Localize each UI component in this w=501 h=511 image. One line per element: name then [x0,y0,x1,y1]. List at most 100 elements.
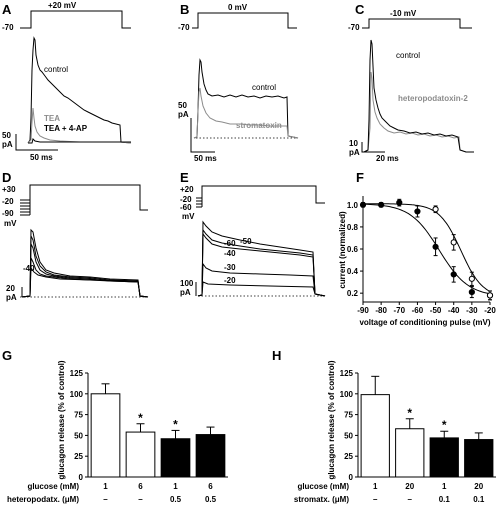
panel-e-letter: E [180,170,189,185]
panel-e: E +20 -20 -60 mV -60 -50 -40 -30 -20 100… [180,170,326,297]
panel-e-trace-label-50: -50 [240,237,252,246]
panel-d-trace-1 [21,228,149,298]
panel-f-point-filled [359,201,367,208]
panel-f-x-tick-label: -70 [394,306,406,315]
panel-a-label-tea-4ap: TEA + 4-AP [44,124,88,133]
panel-g-row-cell: 6 [138,482,143,491]
panel-g-row-cell: 1 [103,482,108,491]
panel-h-bar [395,428,425,478]
panel-e-hold-label-3: mV [182,212,195,221]
panel-h-bar [429,437,459,478]
panel-b-label-stromatoxin: stromatoxin [236,121,282,130]
panel-f-x-tick-label: -50 [430,306,442,315]
panel-a-scale-bar [15,134,58,151]
panel-f-point-filled [450,271,457,278]
panel-g-y-tick-label: 125 [70,369,84,378]
panel-f-point-open [468,275,475,282]
panel-d-letter: D [2,170,11,185]
panel-h-y-tick-label: 25 [344,452,353,461]
panel-g-bar [160,438,191,478]
panel-f-letter: F [356,170,364,185]
panel-g-bar [90,393,121,478]
panel-f-x-tick-label: -80 [375,306,387,315]
panel-h-row-cell: 1 [442,482,447,491]
panel-g-bar [195,434,226,478]
panel-e-trace-30 [197,262,326,297]
panel-e-trace-label-60: -60 [224,239,236,248]
panel-g-row-label: heteropodatx. (μM) [7,495,79,504]
panel-f-marks [359,198,494,301]
panel-e-trace-40 [197,232,326,297]
panel-a-label-control: control [44,65,68,74]
panel-f-y-tick-label: 0.4 [347,267,359,276]
panel-f-point-filled [414,208,421,215]
panel-h-y-tick-label: 0 [349,473,354,482]
panel-c-trace-heteropodatoxin [363,71,474,153]
panel-e-trace-label-20: -20 [224,276,236,285]
panel-g-row-cell: 0.5 [170,495,182,504]
panel-d-trace-4 [21,257,149,298]
panel-h-row-cell: 20 [405,482,414,491]
panel-c-scale-x: 20 ms [376,154,399,163]
panel-f-point-open [486,292,494,299]
panel-a-label-tea: TEA [44,114,60,123]
panel-d-traces [21,228,149,298]
panel-g-letter: G [2,348,12,363]
panel-f-xlabel: voltage of conditioning pulse (mV) [359,318,490,327]
panel-h-bar [360,394,390,478]
panel-c-pulse-label: -10 mV [390,9,417,18]
panel-f-fit-curve-1 [362,203,491,295]
panel-f-point-open [450,239,457,246]
panel-h-y-tick-label: 100 [340,390,354,399]
panel-e-trace-label-30: -30 [224,263,236,272]
panel-d-hold-label-1: -20 [2,197,14,206]
panel-a-command-pulse [20,10,131,29]
panel-e-hold-label-1: -20 [180,195,192,204]
panel-f-point-filled [468,288,475,296]
panel-d-trace-2 [21,235,149,298]
panel-c-scale-bar [361,142,385,153]
panel-e-trace-label-40: -40 [224,249,236,258]
panel-b-label-control: control [252,83,276,92]
panel-b-pulse-label: 0 mV [228,3,248,12]
panel-h-row-cell: 20 [474,482,483,491]
panel-h-row-cell: 0.1 [439,495,451,504]
panel-g-row-cell: – [103,495,108,504]
panel-h-letter: H [272,348,281,363]
panel-e-scale-y: 100 pA [180,279,194,297]
panel-c-hold-label: -70 [348,23,360,32]
panel-f-y-tick-label: 0.2 [347,289,359,298]
panel-f-point-filled [378,201,385,208]
panel-g-condition-table: glucose (mM) 1 6 1 6 heteropodatx. (μM) – – 0.5 0… [7,482,217,504]
panel-h-bar [464,439,494,478]
panel-h-row-cell: 1 [373,482,378,491]
panel-d-hold-label-2: -90 [2,209,14,218]
panel-f-x-tick-label: -40 [448,306,460,315]
panel-f-x-tick-label: -30 [466,306,478,315]
panel-h-row-cell: – [408,495,413,504]
panel-h-y-tick-label: 125 [340,369,354,378]
panel-a-scale-x: 50 ms [30,153,53,162]
panel-b-letter: B [180,2,189,17]
panel-e-traces [197,220,326,297]
panel-g-significance-marker: * [138,411,143,425]
panel-a-scale-y: 50 pA [2,131,13,149]
panel-f: F -90 -80 -70 -60 -50 -40 -30 -20 0.2 0.4 0.6 0.8 1.… [338,170,496,327]
panel-g-row-cell: 6 [208,482,213,491]
panel-f-axes: -90 -80 -70 -60 -50 -40 -30 -20 0.2 0.4 0.6 0.8 1.0 [347,196,496,315]
panel-b: B 0 mV -70 control stromatoxin 50 pA 50 m… [178,2,299,163]
panel-h-row-label: glucose (mM) [297,482,349,491]
panel-a: A +20 mV -70 control TEA TEA + 4-AP 50 pA… [2,1,132,162]
panel-b-scale-bar [190,118,215,153]
panel-f-ylabel: current (normalized) [338,211,347,289]
panel-c-letter: C [355,2,365,17]
panel-h-y-tick-label: 75 [344,411,353,420]
panel-d-trace-label: -40 [23,264,35,273]
panel-g-row-cell: – [138,495,143,504]
panel-b-scale-x: 50 ms [194,154,217,163]
panel-g-bar [125,431,156,478]
panel-h-bars: ** [360,375,494,478]
